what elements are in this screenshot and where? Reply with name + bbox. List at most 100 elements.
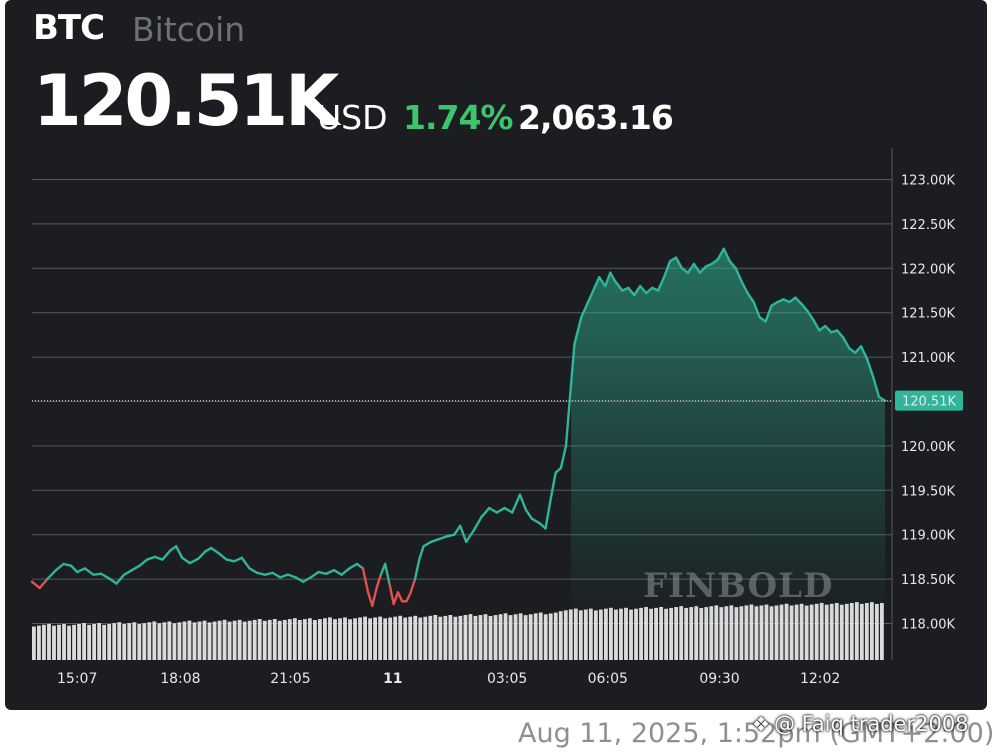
volume-bar	[563, 610, 568, 660]
x-tick-label: 09:30	[699, 671, 739, 687]
price-line-segment	[232, 556, 244, 563]
volume-bar	[207, 622, 212, 660]
volume-bar	[197, 621, 202, 660]
volume-bar	[548, 613, 553, 660]
volume-bar	[649, 608, 653, 660]
volume-bar	[689, 607, 694, 660]
price-line-segment	[853, 345, 863, 354]
volume-bar	[122, 624, 127, 660]
price-line-segment	[740, 280, 749, 295]
volume-bar	[714, 605, 719, 660]
volume-bar	[312, 620, 317, 660]
price-line-segment	[302, 576, 313, 583]
volume-bar	[558, 611, 563, 660]
volume-bar	[614, 609, 618, 660]
price-line-segment	[569, 342, 576, 385]
price-line-segment	[418, 545, 425, 561]
price-line-segment	[472, 515, 483, 532]
price-line-segment	[686, 262, 696, 274]
price-line-segment	[559, 444, 568, 470]
volume-bar	[609, 607, 613, 660]
price-line-segment	[453, 524, 462, 536]
volume-bar	[473, 615, 478, 660]
volume-bar	[227, 621, 232, 660]
volume-bar	[789, 605, 794, 660]
volume-bar	[879, 603, 884, 660]
volume-bar	[57, 624, 61, 660]
price-line-segment	[30, 580, 41, 590]
price-line-segment	[806, 309, 815, 322]
price-line-segment	[225, 558, 236, 563]
volume-bar	[523, 615, 528, 660]
volume-bar	[423, 616, 428, 660]
grid-lines	[32, 148, 893, 660]
price-line-segment	[197, 550, 207, 560]
price-line-segment	[38, 577, 49, 590]
price-line-segment	[614, 280, 624, 292]
volume-bar	[483, 614, 488, 660]
volume-bar	[272, 619, 277, 660]
volume-bar	[498, 614, 503, 660]
volume-bar	[513, 614, 518, 660]
volume-bar	[277, 620, 282, 660]
volume-bar	[368, 618, 372, 660]
volume-bar	[222, 619, 227, 660]
price-line-segment	[871, 375, 881, 399]
volume-bar	[874, 603, 879, 660]
price-line-segment	[812, 318, 821, 332]
volume-bar	[724, 606, 729, 660]
volume-bar	[639, 607, 643, 660]
price-line-segment	[480, 506, 491, 519]
volume-bar	[363, 616, 367, 660]
asset-name: Bitcoin	[132, 10, 246, 49]
price-line-segment	[633, 284, 642, 297]
price-line-segment	[180, 556, 192, 565]
price-line-segment	[437, 535, 448, 541]
binance-diamond-icon: ❖	[752, 712, 770, 736]
price-line-segment	[161, 549, 172, 561]
ticker-symbol: BTC	[33, 8, 105, 48]
volume-bar	[593, 610, 598, 660]
price-line-segment	[413, 558, 421, 581]
volume-bar	[42, 624, 46, 660]
volume-bar	[262, 620, 267, 660]
price-line-segment	[70, 564, 79, 574]
volume-bar	[814, 603, 819, 660]
volume-bar	[32, 626, 36, 660]
price-line-segment	[459, 524, 468, 544]
current-price-label: 120.51K	[902, 395, 956, 410]
volume-bar	[634, 608, 638, 660]
price-line-segment	[46, 569, 58, 581]
volume-bar	[232, 620, 237, 660]
price-line-segment	[524, 508, 534, 520]
volume-bar	[568, 609, 573, 660]
volume-bar	[839, 604, 844, 660]
y-tick-label: 120.00K	[901, 440, 955, 455]
volume-bar	[192, 622, 197, 660]
volume-bar	[328, 617, 332, 660]
current-price-badge	[895, 390, 963, 411]
volume-bar	[348, 619, 352, 660]
volume-bar	[669, 607, 674, 660]
price-line-segment	[240, 556, 251, 570]
price-line-segment	[188, 557, 200, 565]
price-line-segment	[550, 471, 557, 496]
price-line-segment	[54, 562, 65, 572]
volume-bar	[769, 606, 774, 660]
price-line-segment	[627, 286, 636, 297]
volume-bar	[182, 621, 187, 660]
price-line-segment	[746, 291, 755, 304]
price-line-segment	[598, 275, 607, 288]
volume-bar	[734, 607, 739, 660]
price-line-segment	[248, 567, 259, 575]
volume-bar	[443, 615, 448, 660]
volume-bar	[358, 617, 362, 660]
price-line-segment	[271, 571, 282, 579]
x-tick-label: 18:08	[160, 671, 200, 687]
y-tick-label: 119.50K	[901, 484, 955, 499]
price-line-segment	[859, 345, 869, 361]
volume-bar	[297, 619, 302, 660]
volume-bar	[202, 620, 207, 660]
price-line-segment	[279, 573, 290, 579]
price-line-segment	[764, 304, 773, 323]
